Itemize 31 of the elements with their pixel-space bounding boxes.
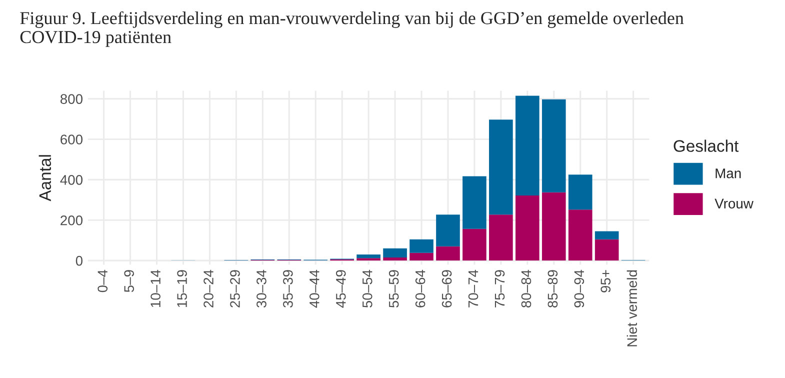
x-tick-label: 55–59 xyxy=(388,270,399,308)
chart-title: Figuur 9. Leeftijdsverdeling en man-vrouwverdeling van bij de GGD’en gemelde overleden COVID-19 patiënten xyxy=(20,11,684,47)
y-axis-title: Aantal xyxy=(38,155,52,202)
legend-label: Man xyxy=(716,168,741,178)
legend-title: Geslacht xyxy=(674,140,739,152)
x-tick-label: 10–14 xyxy=(150,270,160,308)
x-tick-label: 85–89 xyxy=(548,270,558,308)
x-tick-label: 65–69 xyxy=(442,270,452,308)
x-tick-label: 15–19 xyxy=(177,270,187,308)
x-tick-label: 90–94 xyxy=(574,270,584,308)
x-tick-label: 0–4 xyxy=(98,270,108,292)
x-tick-label: 50–54 xyxy=(362,270,372,308)
x-tick-label: 60–64 xyxy=(415,270,426,308)
x-tick-label: 80–84 xyxy=(521,270,532,308)
x-tick-label: 35–39 xyxy=(283,270,293,308)
y-tick-label: 200 xyxy=(60,215,83,226)
y-tick-label: 800 xyxy=(60,94,83,104)
x-tick-label: 45–49 xyxy=(336,270,346,308)
x-tick-label: 5–9 xyxy=(124,270,134,292)
x-tick-label: 25–29 xyxy=(230,270,240,308)
x-tick-label: 75–79 xyxy=(494,270,505,308)
x-tick-label: 20–24 xyxy=(204,270,214,308)
y-tick-label: 400 xyxy=(60,175,83,185)
legend-label: Vrouw xyxy=(714,198,754,208)
x-tick-label: 70–74 xyxy=(468,270,478,308)
x-tick-label: 95+ xyxy=(600,270,611,292)
x-tick-label: 30–34 xyxy=(256,270,266,308)
x-tick-label: 40–44 xyxy=(310,270,320,308)
y-tick-label: 0 xyxy=(76,256,83,266)
x-tick-label: Niet vermeld xyxy=(626,270,638,346)
y-tick-label: 600 xyxy=(60,134,83,144)
